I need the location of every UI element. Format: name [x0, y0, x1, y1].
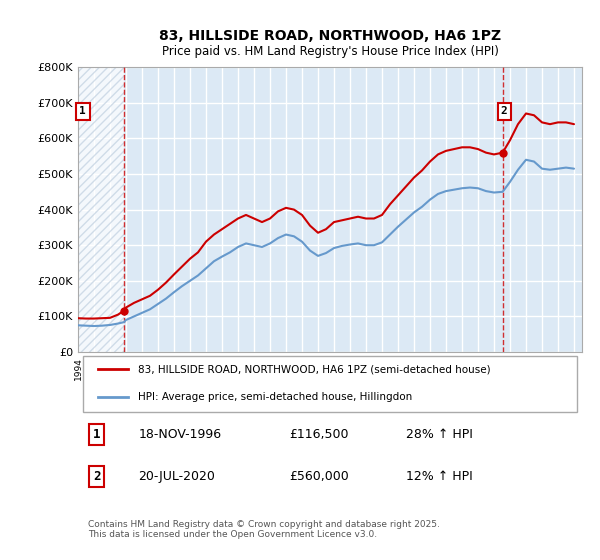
Bar: [78, 67, 124, 352]
Text: £116,500: £116,500: [290, 428, 349, 441]
Text: 1: 1: [93, 428, 101, 441]
Text: 83, HILLSIDE ROAD, NORTHWOOD, HA6 1PZ (semi-detached house): 83, HILLSIDE ROAD, NORTHWOOD, HA6 1PZ (s…: [139, 365, 491, 375]
Text: Price paid vs. HM Land Registry's House Price Index (HPI): Price paid vs. HM Land Registry's House …: [161, 45, 499, 58]
Text: 2: 2: [501, 106, 508, 116]
Text: 83, HILLSIDE ROAD, NORTHWOOD, HA6 1PZ: 83, HILLSIDE ROAD, NORTHWOOD, HA6 1PZ: [159, 29, 501, 44]
Text: £560,000: £560,000: [290, 470, 349, 483]
Text: 18-NOV-1996: 18-NOV-1996: [139, 428, 221, 441]
Text: 28% ↑ HPI: 28% ↑ HPI: [406, 428, 472, 441]
Text: HPI: Average price, semi-detached house, Hillingdon: HPI: Average price, semi-detached house,…: [139, 392, 413, 402]
Text: 12% ↑ HPI: 12% ↑ HPI: [406, 470, 472, 483]
Text: Contains HM Land Registry data © Crown copyright and database right 2025.
This d: Contains HM Land Registry data © Crown c…: [88, 520, 440, 539]
Text: 1: 1: [79, 106, 86, 116]
FancyBboxPatch shape: [83, 356, 577, 412]
Text: 20-JUL-2020: 20-JUL-2020: [139, 470, 215, 483]
Text: 2: 2: [93, 470, 101, 483]
